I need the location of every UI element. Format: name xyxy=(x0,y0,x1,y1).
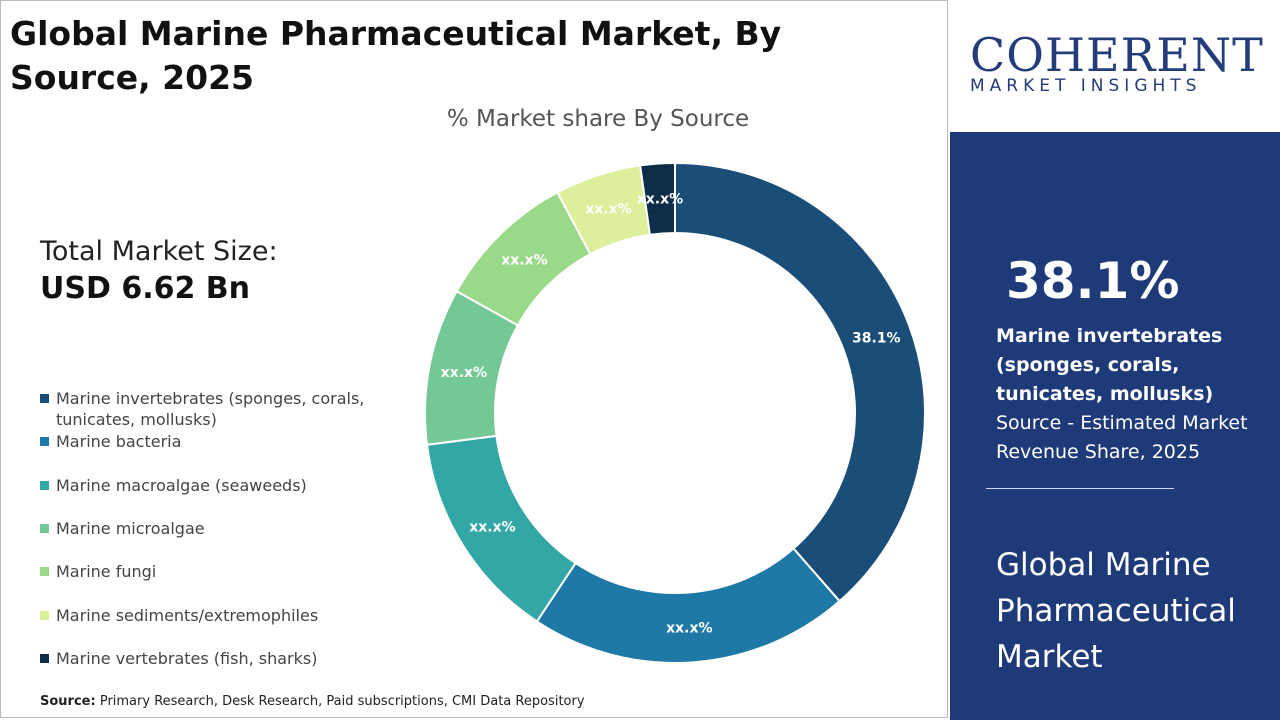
legend-label: Marine microalgae xyxy=(56,519,205,538)
legend-label: Marine sediments/extremophiles xyxy=(56,606,319,625)
donut-slice xyxy=(639,161,676,236)
highlight-panel: 38.1% Marine invertebrates (sponges, cor… xyxy=(950,132,1280,720)
legend-item: Marine macroalgae (seaweeds) xyxy=(40,475,440,496)
brand-name: COHERENT xyxy=(970,28,1264,82)
legend-swatch xyxy=(40,524,49,533)
legend-item: Marine bacteria xyxy=(40,431,440,452)
donut-slice xyxy=(535,547,841,664)
slice-data-label: xx.x% xyxy=(666,621,712,637)
legend-swatch xyxy=(40,437,49,446)
legend-item: Marine sediments/extremophiles xyxy=(40,605,440,626)
legend-label: Marine macroalgae (seaweeds) xyxy=(56,476,307,495)
legend-swatch xyxy=(40,654,49,663)
legend-item: Marine vertebrates (fish, sharks) xyxy=(40,648,440,669)
legend-item: Marine invertebrates (sponges, corals, t… xyxy=(40,388,440,430)
legend-item: Marine fungi xyxy=(40,561,440,582)
slice-data-label: xx.x% xyxy=(469,520,515,536)
total-market-value: USD 6.62 Bn xyxy=(40,271,250,306)
total-market-size: Total Market Size: USD 6.62 Bn xyxy=(40,236,278,306)
total-market-label: Total Market Size: xyxy=(40,236,278,267)
slice-data-label: xx.x% xyxy=(585,202,631,218)
brand-tagline: MARKET INSIGHTS xyxy=(970,76,1202,96)
slice-data-label: xx.x% xyxy=(501,253,547,269)
legend-label: Marine invertebrates (sponges, corals, t… xyxy=(56,389,365,429)
donut-slice xyxy=(674,161,926,603)
legend-swatch xyxy=(40,394,49,403)
slice-data-label: 38.1% xyxy=(852,330,901,346)
highlight-note: Source - Estimated Market Revenue Share,… xyxy=(996,412,1248,463)
source-text: Primary Research, Desk Research, Paid su… xyxy=(99,694,585,709)
legend-label: Marine vertebrates (fish, sharks) xyxy=(56,649,318,668)
legend-swatch xyxy=(40,611,49,620)
brand-logo: COHERENT MARKET INSIGHTS xyxy=(950,0,1280,132)
panel-divider xyxy=(986,488,1174,489)
highlight-market-name: Global Marine Pharmaceutical Market xyxy=(996,547,1236,675)
source-note: Source: Primary Research, Desk Research,… xyxy=(40,694,585,709)
legend-swatch xyxy=(40,481,49,490)
chart-title: % Market share By Source xyxy=(446,106,750,132)
page-title: Global Marine Pharmaceutical Market, By … xyxy=(10,14,782,97)
legend-label: Marine bacteria xyxy=(56,432,182,451)
slice-data-label: xx.x% xyxy=(637,192,683,208)
source-label: Source: xyxy=(40,694,96,709)
highlight-segment: Marine invertebrates (sponges, corals, t… xyxy=(996,325,1223,405)
chart-frame xyxy=(0,0,948,718)
slice-data-label: xx.x% xyxy=(441,365,487,381)
highlight-percent: 38.1% xyxy=(1006,252,1180,310)
sidebar: COHERENT MARKET INSIGHTS 38.1% Marine in… xyxy=(950,0,1280,720)
donut-chart: 38.1% xx.x% xx.x% xx.x% xx.x% xx.x% xx.x% xyxy=(424,161,926,664)
legend-item: Marine microalgae xyxy=(40,518,440,539)
legend-label: Marine fungi xyxy=(56,562,157,581)
legend-swatch xyxy=(40,567,49,576)
